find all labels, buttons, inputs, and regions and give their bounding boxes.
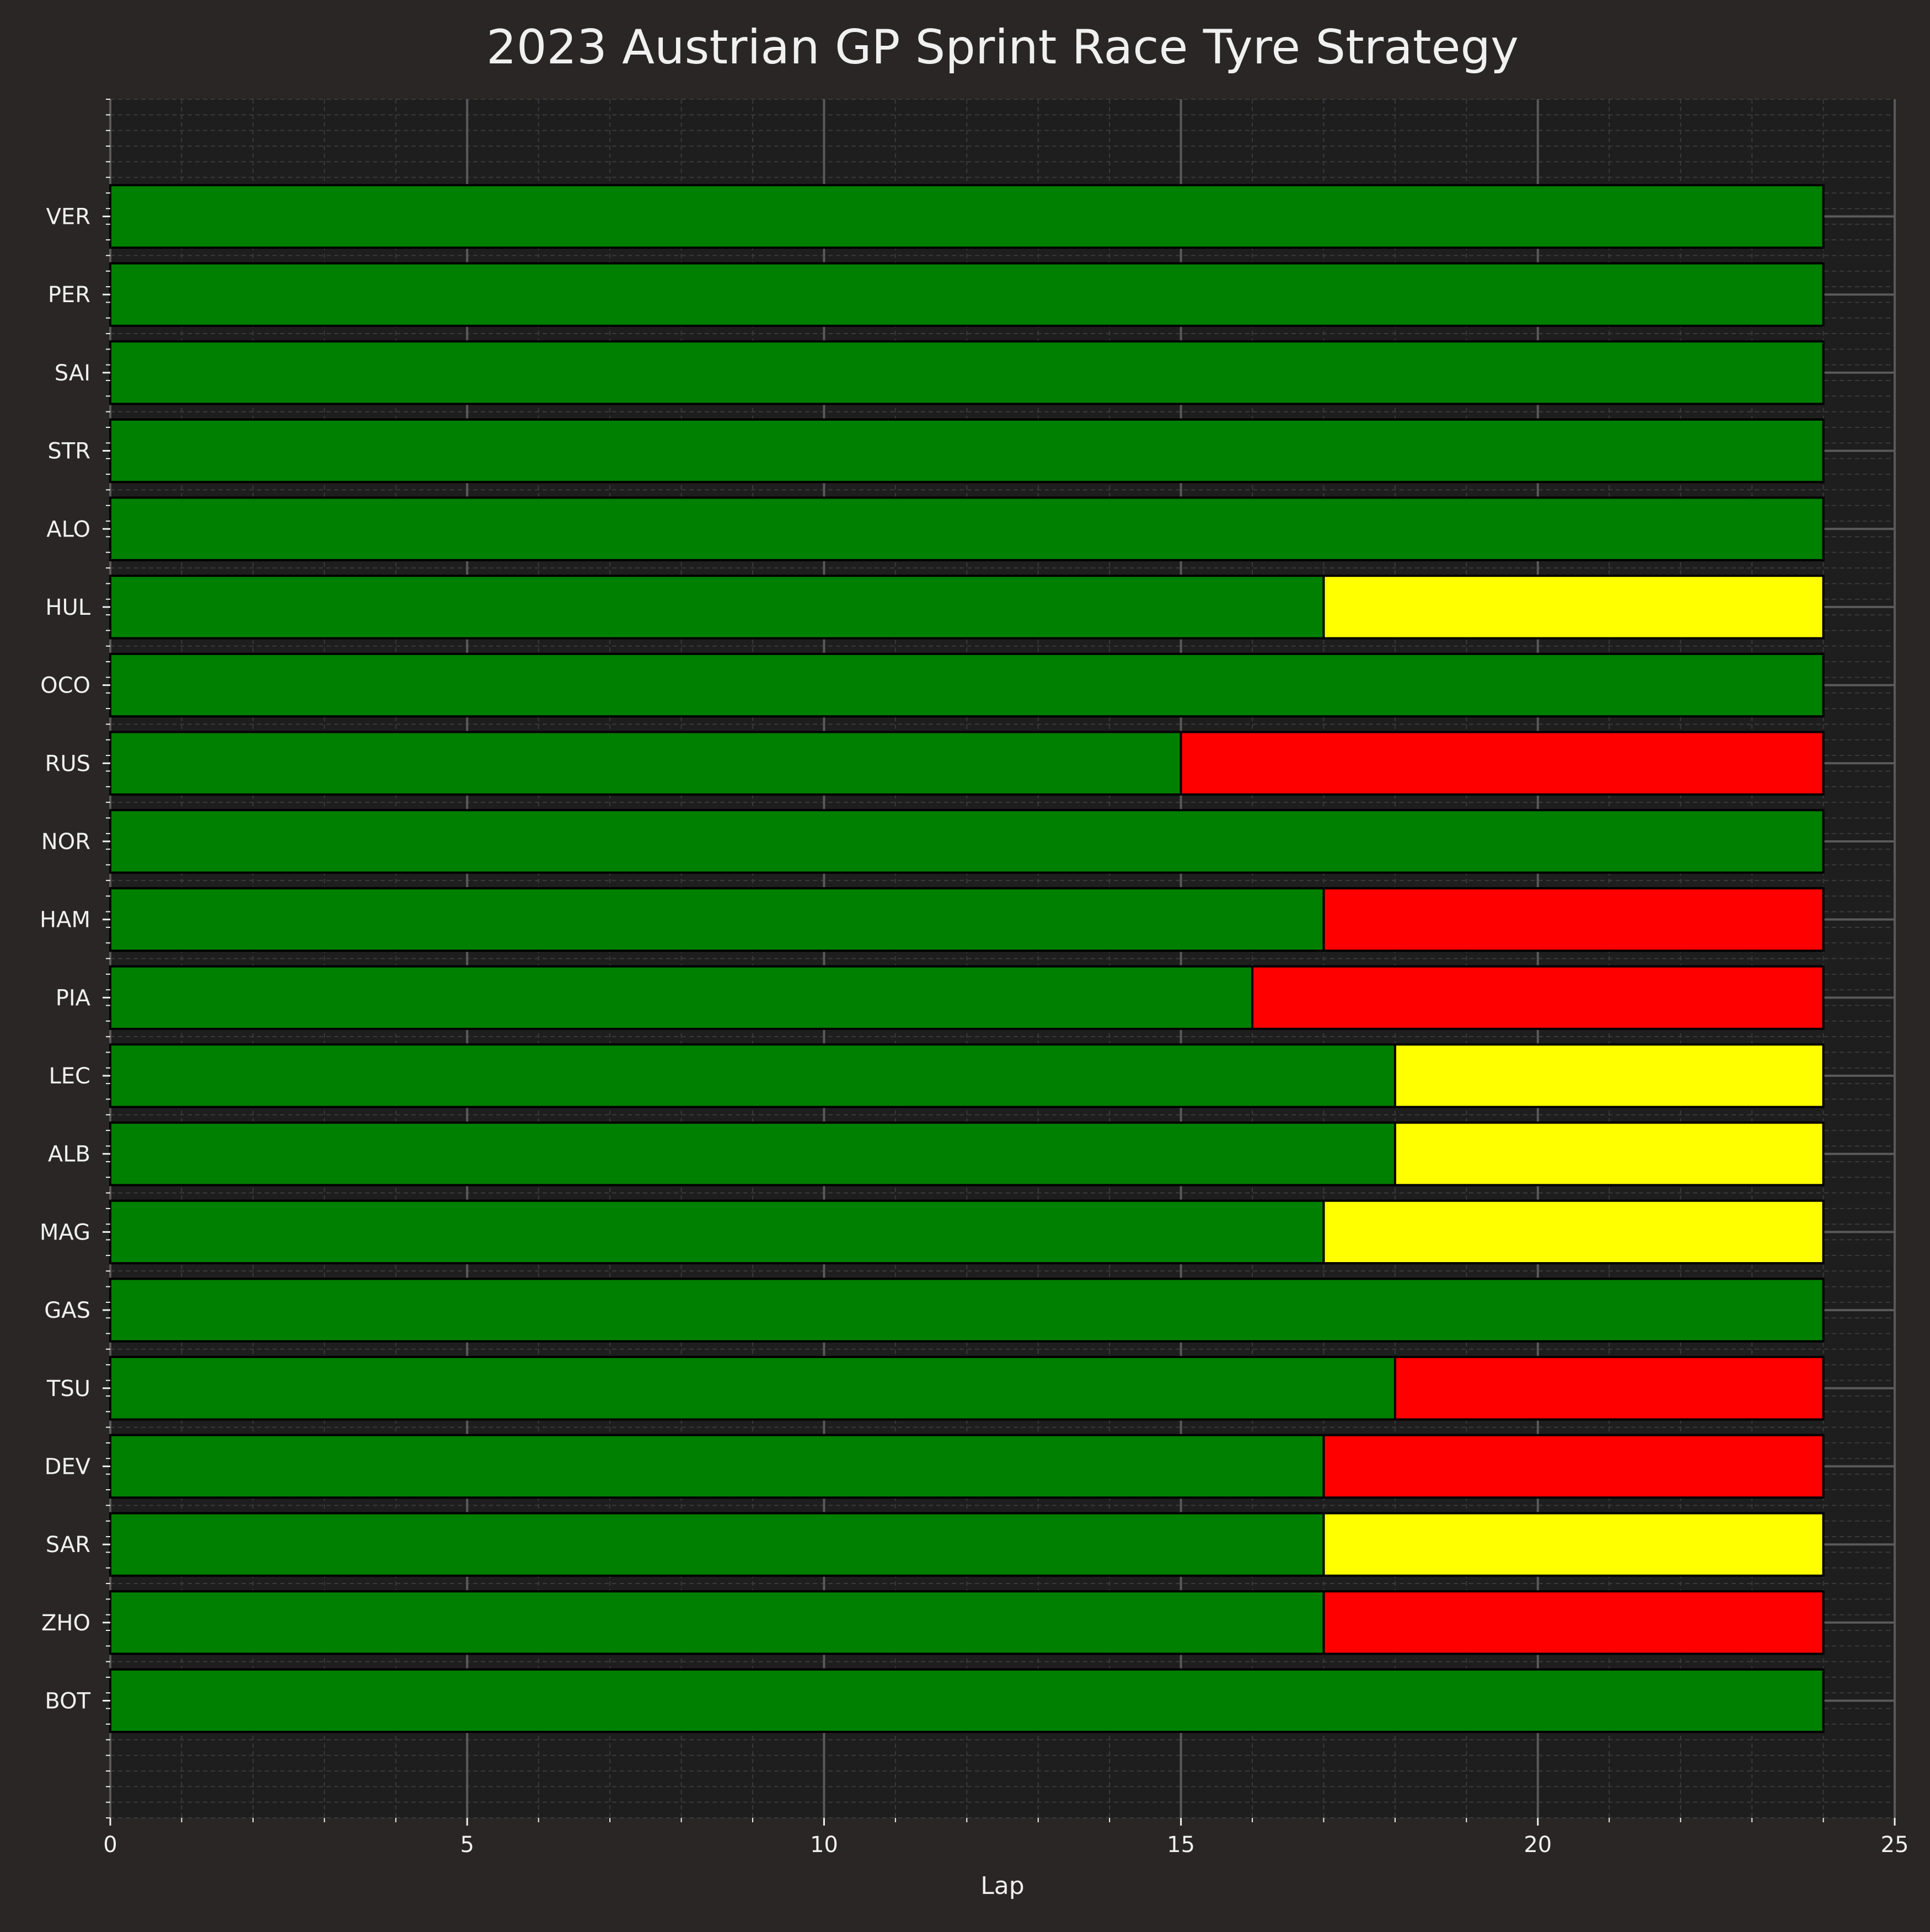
stint-bar-mag-medium (1322, 1199, 1825, 1265)
stint-bar-sai-green (109, 340, 1825, 405)
x-tick-label: 10 (810, 1832, 838, 1858)
driver-label-hul: HUL (45, 595, 90, 620)
driver-label-sar: SAR (46, 1532, 90, 1558)
stint-bar-ver-green (109, 184, 1825, 249)
stint-bar-alo-green (109, 496, 1825, 561)
stint-bar-tsu-green (109, 1356, 1396, 1421)
stint-bar-mag-green (109, 1199, 1325, 1265)
x-tick-label: 20 (1524, 1832, 1552, 1858)
stint-bar-pia-soft (1251, 965, 1825, 1031)
driver-label-rus: RUS (45, 751, 90, 776)
axes: 0 5 10 15 20 25 VER PER SAI STR ALO HUL OCO RUS NOR HAM… (40, 99, 1909, 1858)
driver-label-lec: LEC (49, 1064, 91, 1089)
stint-bar-oco-green (109, 652, 1825, 718)
stint-bar-pia-green (109, 965, 1254, 1031)
stint-bar-lec-green (109, 1043, 1396, 1108)
driver-label-ham: HAM (40, 908, 90, 933)
x-tick-label: 15 (1167, 1832, 1195, 1858)
driver-label-pia: PIA (56, 985, 91, 1011)
stint-bar-bot-green (109, 1668, 1825, 1734)
driver-label-nor: NOR (41, 829, 90, 855)
stint-bar-hul-green (109, 575, 1325, 640)
stint-bar-ham-soft (1322, 887, 1825, 952)
driver-label-mag: MAG (40, 1220, 90, 1245)
stint-bar-tsu-soft (1393, 1356, 1825, 1421)
driver-label-bot: BOT (45, 1688, 90, 1714)
x-tick-label: 5 (460, 1832, 474, 1858)
driver-label-gas: GAS (44, 1298, 90, 1323)
driver-label-ver: VER (46, 205, 90, 230)
stint-bar-alb-green (109, 1121, 1396, 1187)
driver-label-alb: ALB (48, 1142, 90, 1167)
driver-label-oco: OCO (40, 673, 90, 699)
stint-bar-alb-medium (1393, 1121, 1825, 1187)
driver-label-dev: DEV (45, 1454, 91, 1479)
stint-bar-per-green (109, 262, 1825, 327)
stint-bar-gas-green (109, 1278, 1825, 1343)
driver-label-tsu: TSU (46, 1376, 90, 1402)
x-tick-label: 0 (103, 1832, 117, 1858)
stint-bar-zho-green (109, 1590, 1325, 1655)
stint-bar-str-green (109, 418, 1825, 484)
stint-bar-hul-medium (1322, 575, 1825, 640)
x-axis-label: Lap (980, 1872, 1024, 1900)
driver-label-per: PER (48, 282, 90, 308)
stint-bar-ham-green (109, 887, 1325, 952)
driver-label-str: STR (47, 439, 90, 464)
driver-label-sai: SAI (55, 361, 90, 386)
stint-bar-sar-green (109, 1512, 1325, 1577)
driver-label-alo: ALO (46, 517, 90, 542)
stint-bar-rus-green (109, 731, 1182, 796)
stint-bar-sar-medium (1322, 1512, 1825, 1577)
stint-bar-nor-green (109, 809, 1825, 874)
stint-bar-dev-green (109, 1434, 1325, 1499)
x-tick-label: 25 (1881, 1832, 1909, 1858)
chart-title: 2023 Austrian GP Sprint Race Tyre Strate… (486, 20, 1519, 75)
stint-bar-rus-soft (1180, 731, 1825, 796)
stint-bar-dev-soft (1322, 1434, 1825, 1499)
stint-bar-lec-medium (1393, 1043, 1825, 1108)
stint-bar-zho-soft (1322, 1590, 1825, 1655)
driver-label-zho: ZHO (41, 1611, 90, 1636)
